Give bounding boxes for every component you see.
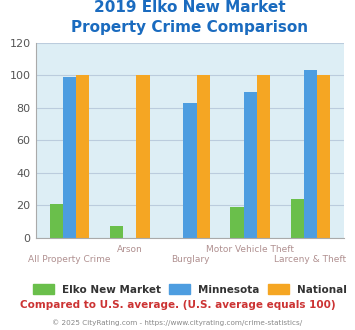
Text: Motor Vehicle Theft: Motor Vehicle Theft	[206, 246, 294, 254]
Bar	[50, 204, 63, 238]
Bar	[317, 75, 330, 238]
Text: © 2025 CityRating.com - https://www.cityrating.com/crime-statistics/: © 2025 CityRating.com - https://www.city…	[53, 319, 302, 326]
Text: Burglary: Burglary	[171, 255, 209, 264]
Legend: Elko New Market, Minnesota, National: Elko New Market, Minnesota, National	[28, 280, 351, 299]
Text: All Property Crime: All Property Crime	[28, 255, 111, 264]
Bar	[110, 226, 123, 238]
Bar	[244, 91, 257, 238]
Bar	[290, 199, 304, 238]
Text: Larceny & Theft: Larceny & Theft	[274, 255, 346, 264]
Bar	[183, 103, 197, 238]
Text: Arson: Arson	[117, 246, 143, 254]
Bar	[136, 75, 149, 238]
Bar	[257, 75, 270, 238]
Bar	[63, 77, 76, 238]
Bar	[230, 207, 244, 238]
Bar	[76, 75, 89, 238]
Title: 2019 Elko New Market
Property Crime Comparison: 2019 Elko New Market Property Crime Comp…	[71, 0, 308, 35]
Bar	[197, 75, 210, 238]
Text: Compared to U.S. average. (U.S. average equals 100): Compared to U.S. average. (U.S. average …	[20, 300, 335, 310]
Bar	[304, 71, 317, 238]
